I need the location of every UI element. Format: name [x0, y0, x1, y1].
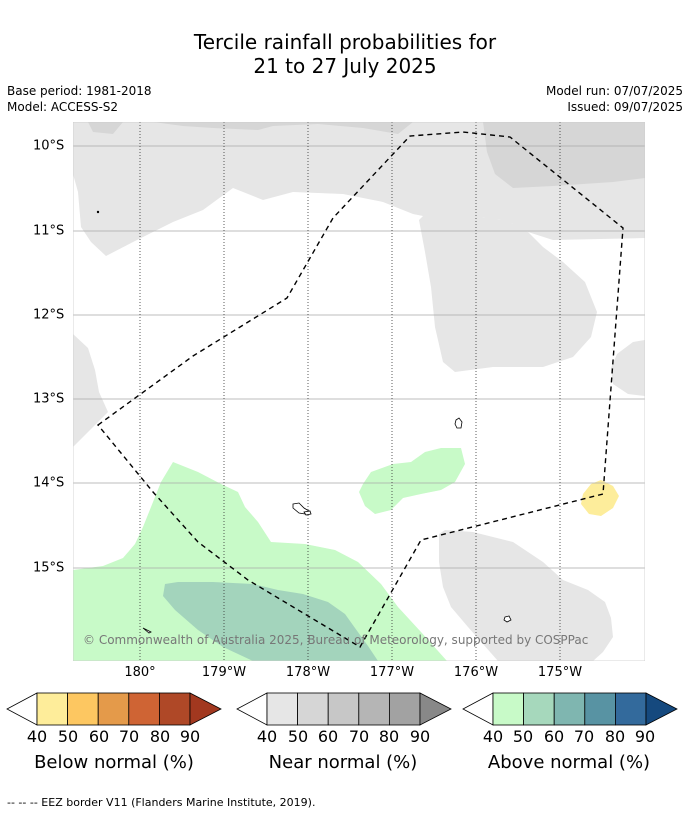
colorbar-above-normal	[462, 692, 678, 726]
above-tick-50: 50	[512, 727, 534, 746]
lon-label-175w: 175°W	[537, 665, 583, 680]
legend-title-above: Above normal (%)	[487, 752, 651, 773]
near-normal-region-north	[73, 122, 645, 372]
island-northwest	[96, 210, 100, 214]
below-tick-60: 60	[88, 727, 110, 746]
near-tick-60: 60	[317, 727, 339, 746]
colorbar-near-right-arrow	[419, 692, 452, 726]
base-info: Base period: 1981-2018 Model: ACCESS-S2	[7, 83, 152, 115]
near-tick-70: 70	[348, 727, 370, 746]
island-southwest	[142, 627, 152, 634]
colorbar-above-segment	[492, 692, 525, 726]
below-tick-50: 50	[57, 727, 79, 746]
colorbar-near-left-arrow	[236, 692, 268, 726]
copyright-notice: © Commonwealth of Australia 2025, Bureau…	[83, 633, 589, 647]
eez-footnote: -- -- -- EEZ border V11 (Flanders Marine…	[7, 796, 316, 809]
above-tick-70: 70	[573, 727, 595, 746]
legend-colorbars	[6, 692, 678, 726]
above-normal-region-teal	[163, 582, 378, 661]
colorbar-near-segment	[266, 692, 299, 726]
run-info: Model run: 07/07/2025 Issued: 09/07/2025	[546, 83, 683, 115]
lon-label-179w: 179°W	[201, 665, 247, 680]
colorbar-below-segment	[36, 692, 69, 726]
colorbar-below-right-arrow	[189, 692, 222, 726]
above-normal-region-central	[359, 448, 465, 514]
near-tick-90: 90	[409, 727, 431, 746]
island-central-small	[303, 510, 312, 516]
near-tick-40: 40	[256, 727, 278, 746]
above-tick-90: 90	[634, 727, 656, 746]
colorbar-near-segment	[297, 692, 329, 726]
lon-label-177w: 177°W	[369, 665, 415, 680]
above-normal-region-southwest	[73, 462, 447, 661]
colorbar-below-normal	[6, 692, 222, 726]
eez-border	[96, 131, 624, 648]
model-label: Model: ACCESS-S2	[7, 100, 119, 114]
near-normal-region-northwest	[73, 122, 413, 134]
legend-title-below: Below normal (%)	[34, 752, 194, 773]
colorbar-below-left-arrow	[6, 692, 38, 726]
chart-title: Tercile rainfall probabilities for 21 to…	[0, 30, 690, 78]
island-north	[454, 417, 463, 429]
above-tick-80: 80	[604, 727, 626, 746]
colorbar-above-segment	[615, 692, 647, 726]
colorbar-below-segment	[128, 692, 160, 726]
below-normal-region-east	[581, 480, 619, 516]
lat-label-12s: 12°S	[33, 307, 65, 323]
colorbar-near-segment	[327, 692, 360, 726]
colorbar-near-segment	[358, 692, 390, 726]
near-normal-region-west	[73, 334, 108, 447]
near-tick-80: 80	[378, 727, 400, 746]
above-tick-40: 40	[482, 727, 504, 746]
near-normal-region-east	[611, 340, 645, 396]
rainfall-probability-map	[73, 122, 645, 661]
below-tick-70: 70	[118, 727, 140, 746]
base-period-label: Base period: 1981-2018	[7, 84, 152, 98]
near-tick-50: 50	[287, 727, 309, 746]
title-line-2: 21 to 27 July 2025	[253, 54, 437, 78]
island-south	[503, 615, 512, 623]
colorbar-near-segment	[388, 692, 421, 726]
model-run-label: Model run: 07/07/2025	[545, 84, 683, 98]
lat-label-15s: 15°S	[33, 560, 65, 576]
near-normal-region-northeast	[483, 122, 645, 188]
lon-label-180: 180°	[124, 665, 156, 680]
lat-label-10s: 10°S	[33, 138, 65, 154]
above-tick-60: 60	[543, 727, 565, 746]
colorbar-below-segment	[97, 692, 130, 726]
lat-label-11s: 11°S	[33, 223, 65, 239]
colorbar-above-segment	[553, 692, 586, 726]
below-tick-80: 80	[149, 727, 171, 746]
islands	[96, 210, 512, 634]
latitude-gridlines	[73, 145, 645, 569]
colorbar-above-right-arrow	[645, 692, 678, 726]
colorbar-above-segment	[523, 692, 555, 726]
lat-label-14s: 14°S	[33, 475, 65, 491]
issued-label: Issued: 09/07/2025	[567, 100, 683, 114]
colorbar-below-segment	[158, 692, 191, 726]
legend-title-near: Near normal (%)	[268, 752, 418, 773]
lon-label-176w: 176°W	[453, 665, 499, 680]
colorbar-above-left-arrow	[462, 692, 494, 726]
colorbar-near-normal	[236, 692, 452, 726]
title-line-1: Tercile rainfall probabilities for	[193, 30, 497, 54]
lat-label-13s: 13°S	[33, 391, 65, 407]
below-tick-90: 90	[179, 727, 201, 746]
near-normal-region-south	[439, 530, 613, 661]
lon-label-178w: 178°W	[285, 665, 331, 680]
colorbar-above-segment	[584, 692, 616, 726]
colorbar-below-segment	[67, 692, 99, 726]
below-tick-40: 40	[26, 727, 48, 746]
